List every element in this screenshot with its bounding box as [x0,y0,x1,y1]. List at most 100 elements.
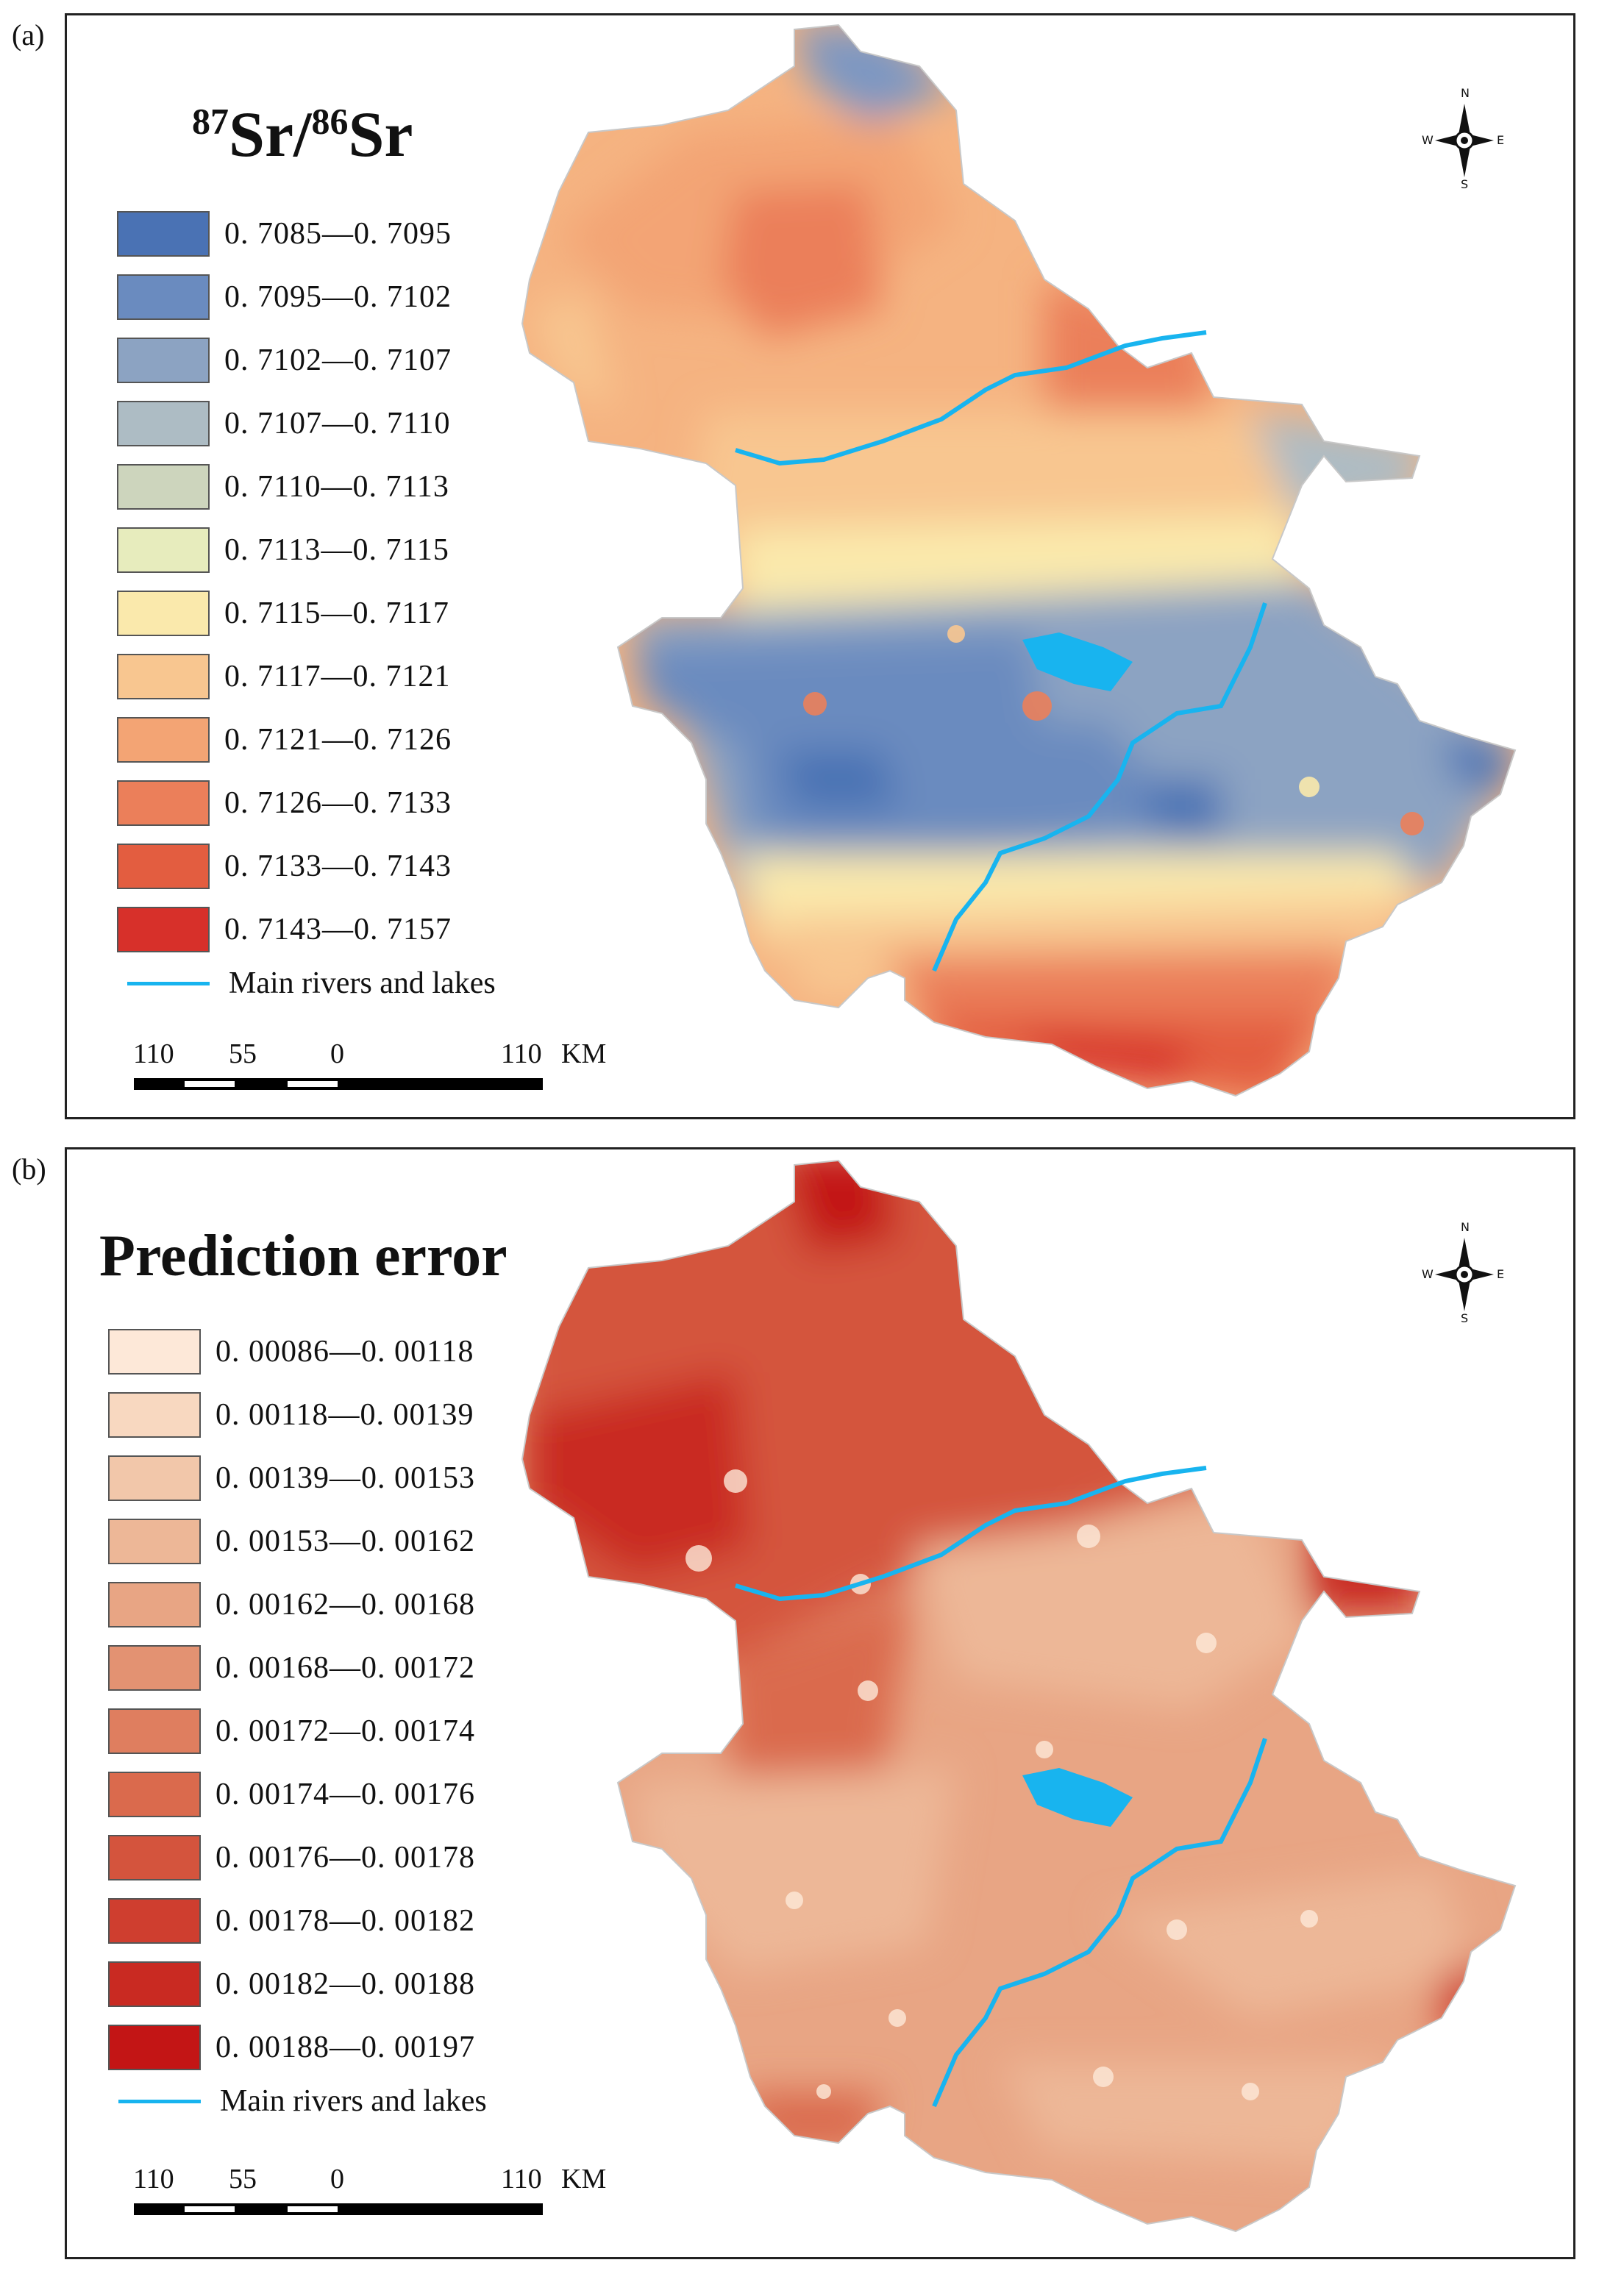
legend-swatch [117,274,210,320]
legend-a: 0. 7085—0. 7095 0. 7095—0. 7102 0. 7102—0.… [117,202,496,1001]
legend-label: 0. 7102—0. 7107 [224,343,452,377]
legend-label: 0. 7107—0. 7110 [224,407,451,441]
legend-item: 0. 00176—0. 00178 [108,1826,487,1889]
legend-label: 0. 7085—0. 7095 [224,217,452,251]
legend-swatch [108,1961,201,2007]
legend-item: 0. 7117—0. 7121 [117,645,496,708]
legend-item: 0. 7113—0. 7115 [117,518,496,582]
legend-swatch [108,1835,201,1880]
legend-label: 0. 00182—0. 00188 [216,1967,475,2001]
legend-label: 0. 00176—0. 00178 [216,1841,475,1875]
legend-swatch [108,1645,201,1691]
legend-item: 0. 00188—0. 00197 [108,2016,487,2079]
legend-item: 0. 7085—0. 7095 [117,202,496,265]
legend-label: 0. 7117—0. 7121 [224,660,451,694]
legend-swatch [117,780,210,826]
compass-s: S [1461,1311,1469,1325]
legend-label: 0. 7121—0. 7126 [224,723,452,757]
legend-item: 0. 7107—0. 7110 [117,392,496,455]
legend-item: 0. 00118—0. 00139 [108,1383,487,1447]
legend-item: 0. 00172—0. 00174 [108,1700,487,1763]
legend-item: 0. 00139—0. 00153 [108,1447,487,1510]
panel-b-title: Prediction error [99,1224,508,1288]
legend-swatch [117,717,210,763]
legend-swatch [117,907,210,952]
legend-label: 0. 7143—0. 7157 [224,913,452,946]
map-b [521,1160,1516,2232]
river-legend-label: Main rivers and lakes [220,2084,487,2118]
legend-item: 0. 00086—0. 00118 [108,1320,487,1383]
legend-label: 0. 00168—0. 00172 [216,1651,475,1685]
scale-label-110-right: 110 [501,2164,542,2195]
scale-unit: KM [561,1038,607,1069]
legend-label: 0. 00153—0. 00162 [216,1525,475,1558]
legend-swatch [117,338,210,383]
legend-river-a: Main rivers and lakes [117,966,496,1001]
compass-a: N S W E [1420,86,1509,192]
legend-item: 0. 00174—0. 00176 [108,1763,487,1826]
north-arrow-icon [1435,104,1494,177]
legend-item: 0. 00178—0. 00182 [108,1889,487,1953]
map-a [521,24,1516,1097]
title-sup-86: 86 [311,100,349,142]
legend-item: 0. 7110—0. 7113 [117,455,496,518]
legend-item: 0. 7126—0. 7133 [117,771,496,835]
legend-swatch [117,464,210,510]
scalebar-b: 110 55 0 110 KM [133,2163,633,2222]
compass-n: N [1461,1220,1470,1234]
legend-label: 0. 00188—0. 00197 [216,2031,475,2064]
scale-bar-graphic [134,1078,543,1090]
legend-swatch [117,591,210,636]
panel-a-label: (a) [12,18,45,51]
legend-swatch [108,1772,201,1817]
legend-swatch [108,1519,201,1564]
panel-a-title: 87Sr/86Sr [192,98,413,172]
scale-label-110-left: 110 [133,2164,174,2195]
legend-swatch [117,654,210,699]
legend-label: 0. 00162—0. 00168 [216,1588,475,1622]
legend-swatch [108,1392,201,1438]
scale-label-110-left: 110 [133,1038,174,1069]
river-line-swatch [127,981,210,985]
legend-item: 0. 7115—0. 7117 [117,582,496,645]
legend-swatch [108,1582,201,1628]
legend-swatch [117,844,210,889]
legend-label: 0. 00139—0. 00153 [216,1461,475,1495]
scale-label-110-right: 110 [501,1038,542,1069]
scale-label-55: 55 [229,1038,257,1069]
legend-label: 0. 00178—0. 00182 [216,1904,475,1938]
legend-swatch [108,1329,201,1375]
legend-label: 0. 7126—0. 7133 [224,786,452,820]
legend-swatch [117,527,210,573]
scale-unit: KM [561,2164,607,2195]
title-sr-2: Sr [348,99,413,171]
legend-item: 0. 00168—0. 00172 [108,1636,487,1700]
scale-label-55: 55 [229,2164,257,2195]
legend-item: 0. 7133—0. 7143 [117,835,496,898]
scalebar-a: 110 55 0 110 KM [133,1038,633,1097]
panel-b-label: (b) [12,1152,46,1186]
compass-w: W [1422,1267,1434,1281]
legend-swatch [117,401,210,446]
compass-s: S [1461,177,1469,191]
legend-swatch [108,1455,201,1501]
legend-label: 0. 7113—0. 7115 [224,533,449,567]
legend-label: 0. 00086—0. 00118 [216,1335,474,1369]
legend-label: 0. 7133—0. 7143 [224,849,452,883]
legend-swatch [108,1708,201,1754]
scale-label-0: 0 [330,1038,344,1069]
legend-label: 0. 00174—0. 00176 [216,1778,475,1811]
legend-river-b: Main rivers and lakes [108,2083,487,2119]
legend-item: 0. 00182—0. 00188 [108,1953,487,2016]
north-arrow-icon [1435,1238,1494,1311]
legend-swatch [108,2025,201,2070]
scale-label-0: 0 [330,2164,344,2195]
legend-item: 0. 00153—0. 00162 [108,1510,487,1573]
legend-b: 0. 00086—0. 00118 0. 00118—0. 00139 0. 001… [108,1320,487,2119]
title-sr-1: Sr/ [229,99,312,171]
legend-label: 0. 00172—0. 00174 [216,1714,475,1748]
title-sup-87: 87 [192,100,229,142]
legend-label: 0. 00118—0. 00139 [216,1398,474,1432]
compass-w: W [1422,133,1434,147]
legend-swatch [108,1898,201,1944]
